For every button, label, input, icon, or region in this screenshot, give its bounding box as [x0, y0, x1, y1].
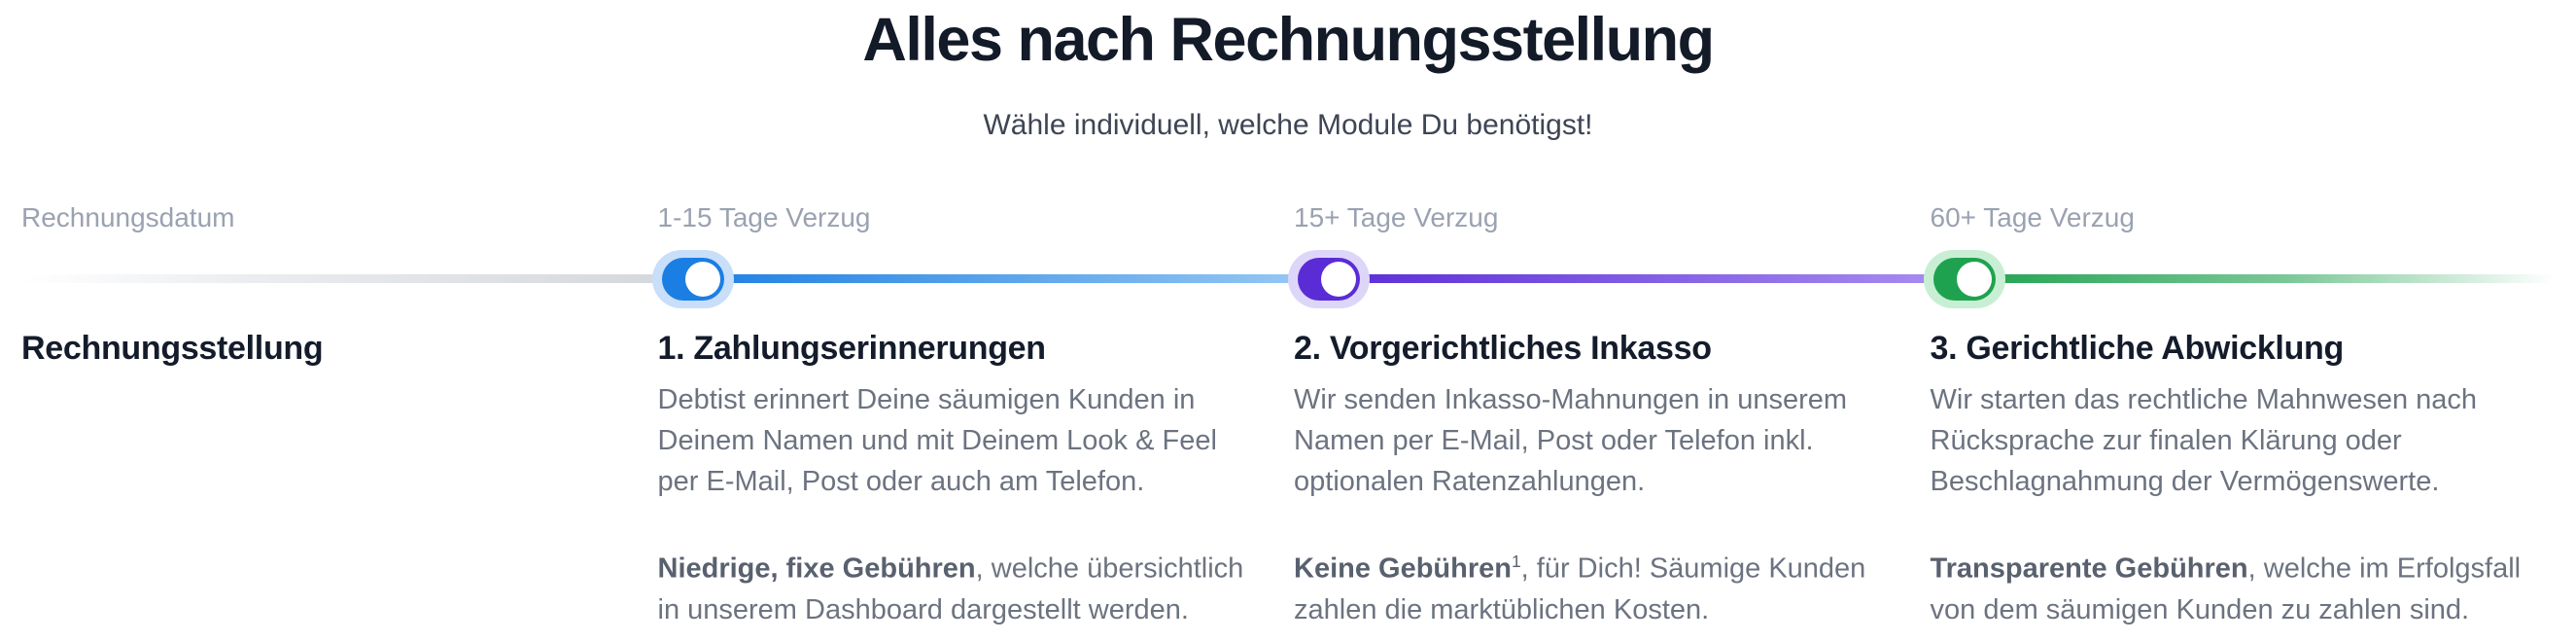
toggle-knob	[1321, 262, 1356, 297]
column-heading: 1. Zahlungserinnerungen	[657, 330, 1047, 367]
stage-label-1-15-tage-verzug: 1-15 Tage Verzug	[657, 202, 871, 232]
stage-label-60-plus-tage-verzug: 60+ Tage Verzug	[1930, 202, 2135, 232]
module-columns: Rechnungsstellung 1. Zahlungserinnerunge…	[21, 327, 2566, 630]
timeline-stage-labels: Rechnungsdatum 1-15 Tage Verzug 15+ Tage…	[21, 200, 2566, 235]
toggle-gerichtliche-abwicklung-pill	[1933, 258, 1996, 301]
timeline-segment-reminders	[693, 274, 1329, 283]
stage-label-rechnungsdatum: Rechnungsdatum	[21, 202, 235, 232]
column-description: Debtist erinnert Deine säumigen Kunden i…	[657, 384, 1217, 497]
toggle-zahlungserinnerungen-pill	[662, 258, 724, 301]
column-gerichtliche-abwicklung: 3. Gerichtliche Abwicklung Wir starten d…	[1931, 327, 2567, 630]
column-heading: 3. Gerichtliche Abwicklung	[1930, 330, 2345, 367]
fee-text: , für Dich! Säumige Kunden zahlen die ma…	[1294, 553, 1866, 625]
fee-footnote-marker: 1	[1512, 552, 1521, 571]
column-heading: Rechnungsstellung	[21, 330, 324, 367]
column-fee-note: Niedrige, fixe Gebühren, welche übersich…	[658, 541, 1256, 630]
timeline-segment-invoice	[21, 274, 693, 283]
fee-highlight: Keine Gebühren	[1294, 553, 1512, 585]
toggle-knob	[685, 262, 720, 297]
column-heading: 2. Vorgerichtliches Inkasso	[1294, 330, 1712, 367]
toggle-gerichtliche-abwicklung[interactable]	[1924, 250, 2005, 308]
toggle-vorgerichtliches-inkasso[interactable]	[1288, 250, 1370, 308]
toggle-zahlungserinnerungen[interactable]	[652, 250, 734, 308]
timeline-segment-inkasso	[1329, 274, 1965, 283]
fee-highlight: Niedrige, fixe Gebühren	[657, 553, 976, 585]
column-description: Wir senden Inkasso-Mahnungen in unserem …	[1294, 384, 1848, 497]
column-vorgerichtliches-inkasso: 2. Vorgerichtliches Inkasso Wir senden I…	[1294, 327, 1931, 630]
page-subtitle: Wähle individuell, welche Module Du benö…	[983, 109, 1593, 141]
toggle-knob	[1957, 262, 1992, 297]
column-fee-note: Keine Gebühren1, für Dich! Säumige Kunde…	[1294, 541, 1892, 630]
stage-label-15-plus-tage-verzug: 15+ Tage Verzug	[1294, 202, 1499, 232]
column-zahlungserinnerungen: 1. Zahlungserinnerungen Debtist erinnert…	[658, 327, 1295, 630]
fee-text: , welche im Erfolgsfall von dem säumigen…	[1930, 553, 2522, 625]
column-description: Wir starten das rechtliche Mahnwesen nac…	[1930, 384, 2478, 497]
page-title: Alles nach Rechnungsstellung	[862, 6, 1715, 74]
fee-text: , welche übersichtlich in unserem Dashbo…	[657, 553, 1244, 625]
toggle-vorgerichtliches-inkasso-pill	[1298, 258, 1360, 301]
fee-highlight: Transparente Gebühren	[1930, 553, 2248, 585]
column-rechnungsstellung: Rechnungsstellung	[21, 327, 658, 630]
timeline-segment-legal	[1965, 274, 2555, 283]
column-fee-note: Transparente Gebühren, welche im Erfolgs…	[1931, 541, 2528, 630]
